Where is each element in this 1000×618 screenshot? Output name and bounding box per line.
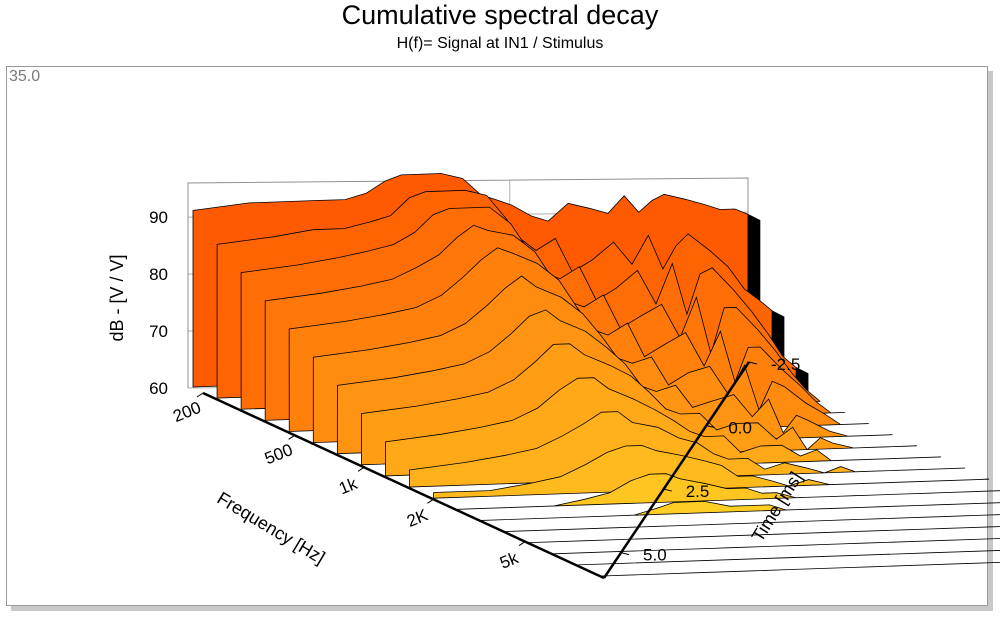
x-tick-mark <box>357 466 365 472</box>
x-tick-mark <box>288 434 295 440</box>
decay-slice <box>601 561 1000 577</box>
x-tick-mark <box>427 498 434 504</box>
decay-slice <box>529 526 1000 544</box>
time-axis-line <box>602 361 751 579</box>
decay-slice <box>553 538 1000 555</box>
x-tick-mark <box>518 541 526 547</box>
y-tick-label: -2.5 <box>771 355 800 374</box>
decay-slice <box>433 445 990 499</box>
decay-slices <box>192 173 1000 577</box>
chart-title: Cumulative spectral decay <box>341 0 659 30</box>
chart-subtitle: H(f)= Signal at IN1 / Stimulus <box>396 35 604 52</box>
z-tick-label: 80 <box>149 265 168 284</box>
z-tick-label: 90 <box>149 208 168 227</box>
frequency-axis-line <box>202 391 605 580</box>
y-tick-label: 5.0 <box>643 546 667 565</box>
x-axis-label: Frequency [Hz] <box>214 488 329 568</box>
decay-slice <box>577 550 1000 566</box>
x-tick-label: 2K <box>404 505 431 531</box>
decay-slice <box>481 500 1000 521</box>
decay-slice <box>409 411 966 488</box>
decay-slice <box>457 473 1000 510</box>
decay-slice <box>504 514 1000 532</box>
corner-value: 35.0 <box>9 68 41 85</box>
x-tick-label: 1k <box>336 474 360 499</box>
x-tick-label: 500 <box>262 440 295 468</box>
x-tick-label: 200 <box>170 398 203 426</box>
y-tick-mark <box>620 552 630 556</box>
z-tick-label: 60 <box>149 379 168 398</box>
y-tick-mark <box>706 425 715 429</box>
z-tick-label: 70 <box>149 322 168 341</box>
y-tick-mark <box>663 488 672 492</box>
x-tick-label: 5k <box>497 548 521 573</box>
z-axis-label: dB - [V / V] <box>107 254 127 341</box>
y-tick-label: 0.0 <box>728 419 752 438</box>
y-tick-label: 2.5 <box>686 482 710 501</box>
x-tick-mark <box>196 392 204 398</box>
y-tick-mark <box>748 361 758 365</box>
